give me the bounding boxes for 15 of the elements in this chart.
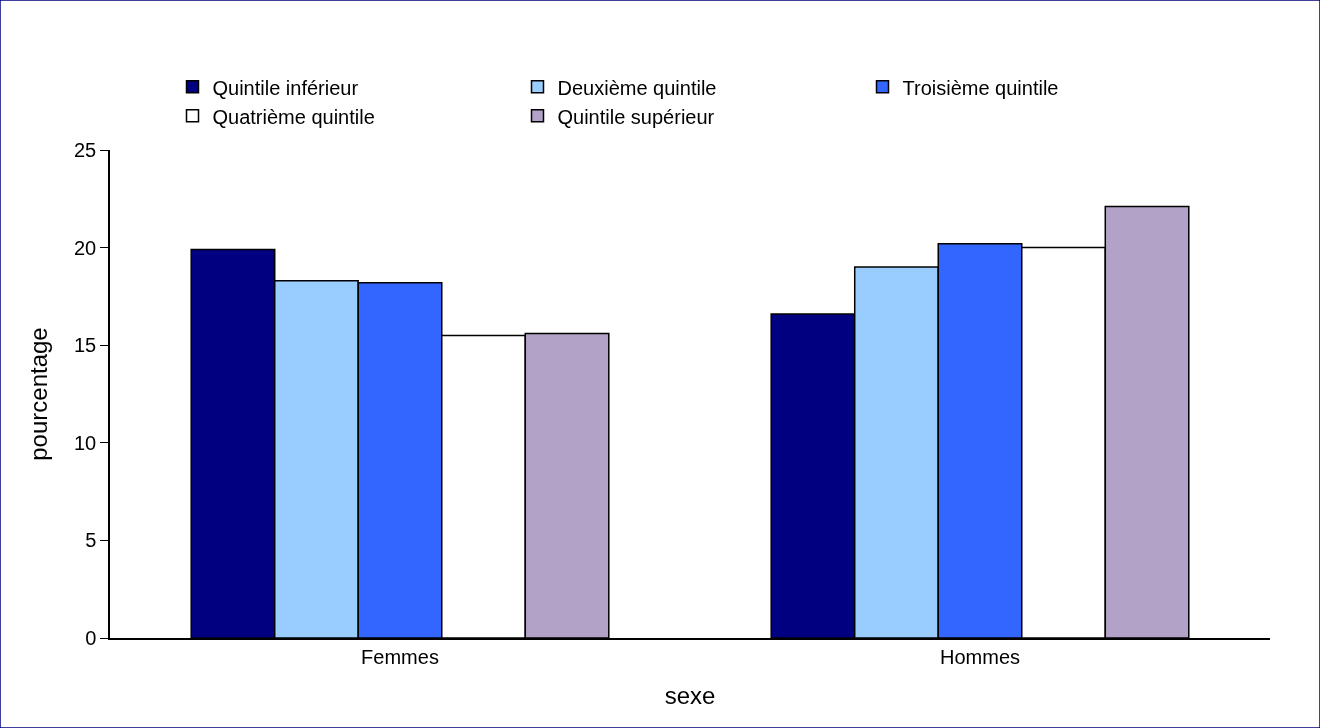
y-tick-label: 15: [74, 334, 97, 357]
legend-label: Quintile supérieur: [557, 105, 715, 128]
y-tick-label: 5: [85, 529, 97, 552]
x-tick-label: Hommes: [939, 645, 1021, 668]
legend-label: Quatrième quintile: [212, 105, 375, 128]
legend-label: Deuxième quintile: [557, 76, 717, 99]
legend-label: Quintile inférieur: [212, 76, 359, 99]
y-tick-label: 0: [85, 627, 97, 649]
y-tick-label: 20: [74, 236, 97, 259]
x-axis-title: sexe: [664, 681, 716, 709]
y-tick-label: 10: [74, 431, 97, 454]
y-tick-label: 25: [74, 139, 97, 161]
y-axis-title: pourcentage: [24, 327, 52, 461]
x-tick-label: Femmes: [361, 645, 439, 668]
legend-label: Troisième quintile: [902, 76, 1059, 99]
